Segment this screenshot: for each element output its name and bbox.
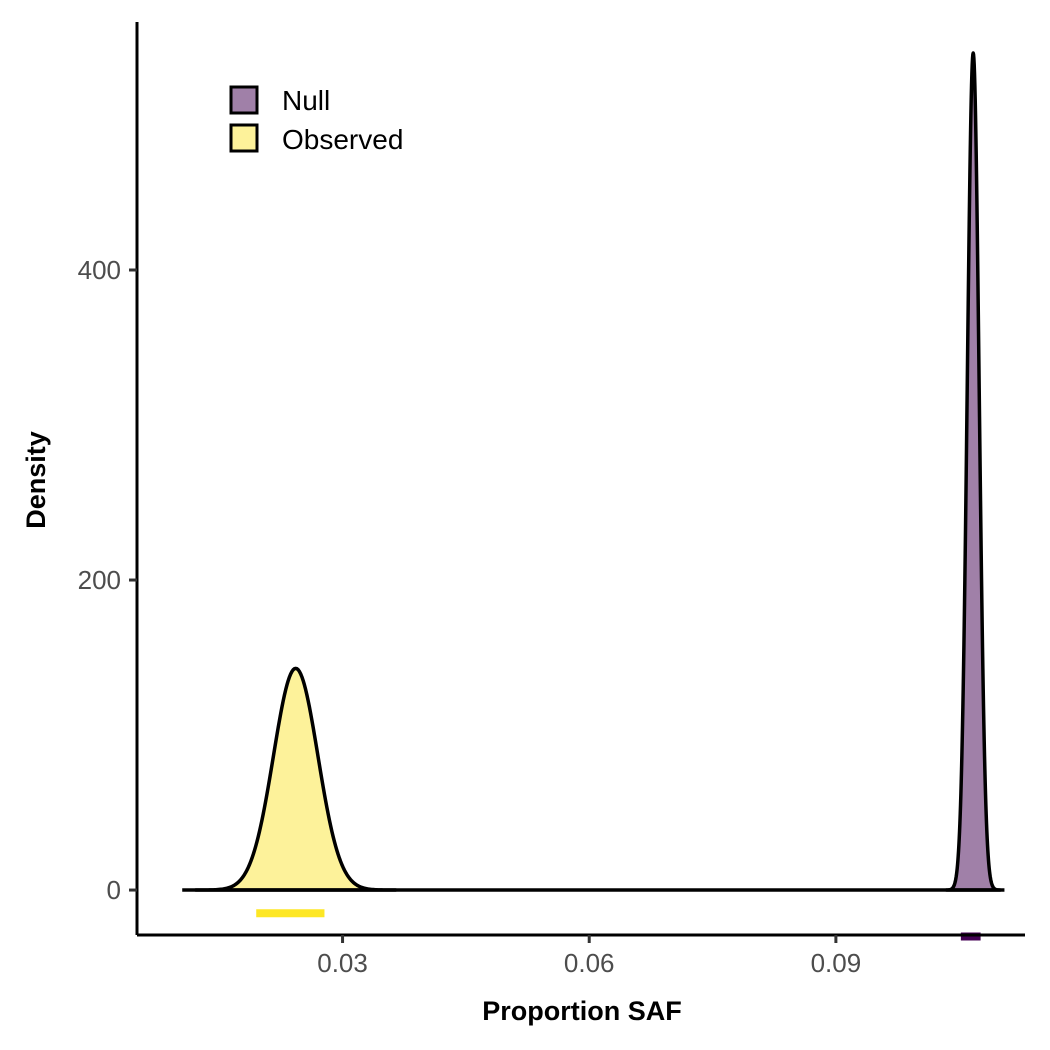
x-tick-label: 0.03 xyxy=(317,948,368,978)
legend-swatch-null xyxy=(229,85,259,115)
legend-label-observed: Observed xyxy=(282,124,403,155)
axes: 0.03 0.06 0.09 0 200 400 xyxy=(78,22,1025,978)
y-axis-title: Density xyxy=(21,431,51,529)
density-curve-null xyxy=(944,51,1002,892)
x-axis-title: Proportion SAF xyxy=(482,996,681,1026)
x-tick-label: 0.06 xyxy=(564,948,615,978)
y-tick-label: 0 xyxy=(107,875,121,905)
legend-swatch-observed xyxy=(229,123,259,153)
y-tick-label: 400 xyxy=(78,255,121,285)
x-tick-label: 0.09 xyxy=(811,948,862,978)
legend: Null Observed xyxy=(229,85,403,155)
y-tick-label: 200 xyxy=(78,565,121,595)
density-curve-observed xyxy=(194,666,398,892)
plot-area xyxy=(182,51,1005,941)
legend-label-null: Null xyxy=(282,85,330,116)
